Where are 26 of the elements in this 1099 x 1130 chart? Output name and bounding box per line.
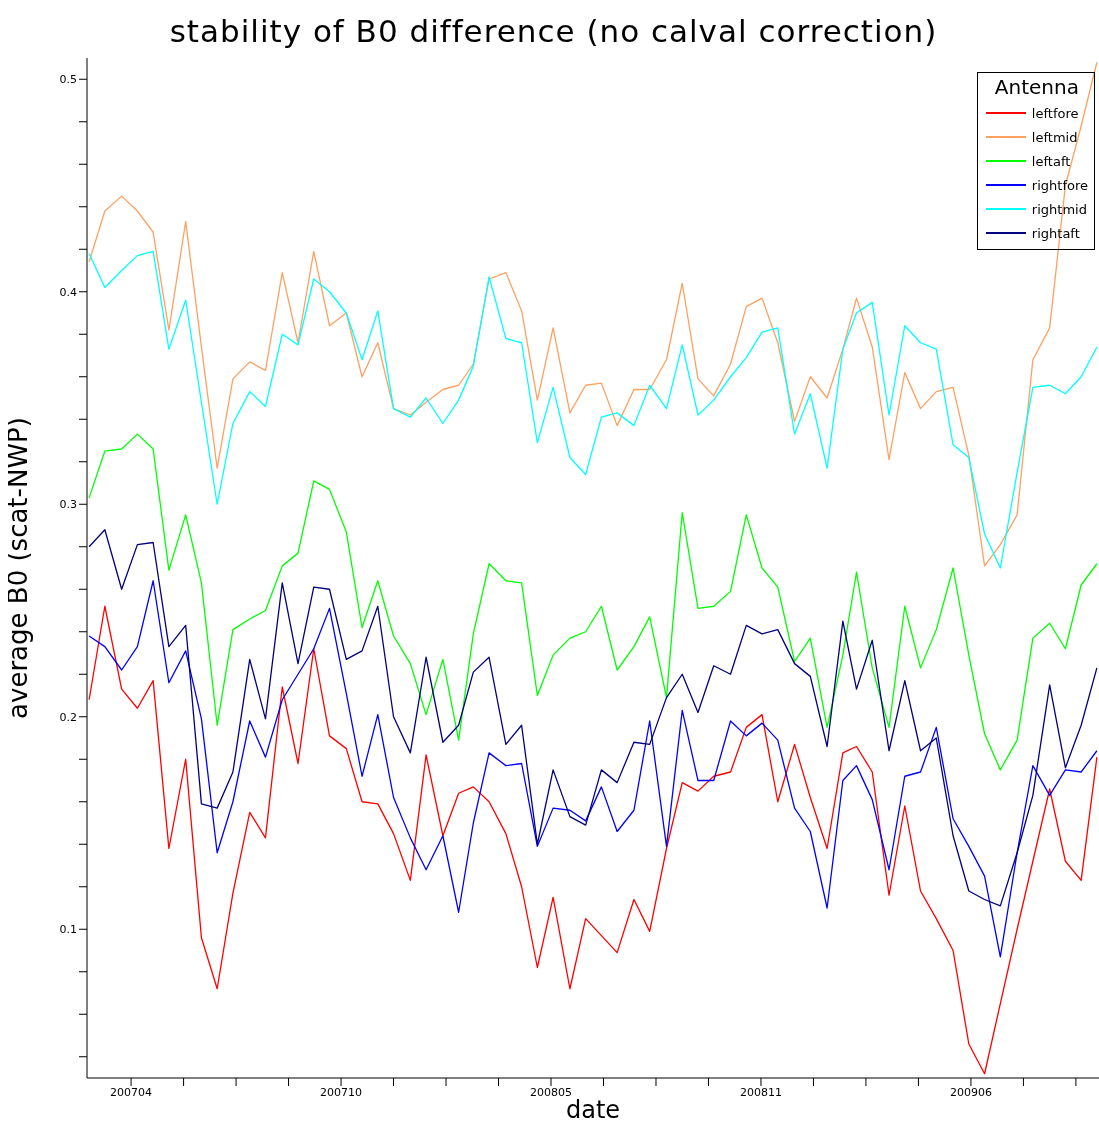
legend-label: rightaft (1031, 225, 1080, 241)
x-tick-label: 200704 (110, 1085, 153, 1099)
x-tick-label: 200710 (320, 1085, 363, 1099)
line-series (88, 61, 1098, 567)
y-tick-label: 0.3 (59, 498, 77, 512)
legend-label: leftaft (1031, 153, 1071, 169)
line-series (88, 605, 1098, 1075)
y-tick-label: 0.5 (59, 73, 77, 87)
line-series (88, 250, 1098, 569)
y-tick-label: 0.2 (59, 710, 77, 724)
x-tick-label: 200811 (739, 1085, 782, 1099)
line-series (88, 580, 1098, 958)
y-axis-title: average B0 (scat-NWP) (3, 417, 34, 719)
x-tick-label: 200805 (530, 1085, 573, 1099)
y-tick-label: 0.4 (59, 285, 77, 299)
legend-label: rightmid (1031, 201, 1087, 217)
y-tick-label: 0.1 (59, 923, 77, 937)
legend-label: rightfore (1031, 177, 1088, 193)
chart-title: stability of B0 difference (no calval correction) (168, 12, 939, 51)
x-axis-title: date (565, 1096, 621, 1124)
legend-label: leftmid (1031, 129, 1078, 145)
legend-title: Antenna (993, 75, 1080, 99)
line-series (88, 433, 1098, 771)
x-tick-label: 200906 (949, 1085, 992, 1099)
legend-label: leftfore (1031, 105, 1079, 121)
line-series (88, 529, 1098, 907)
